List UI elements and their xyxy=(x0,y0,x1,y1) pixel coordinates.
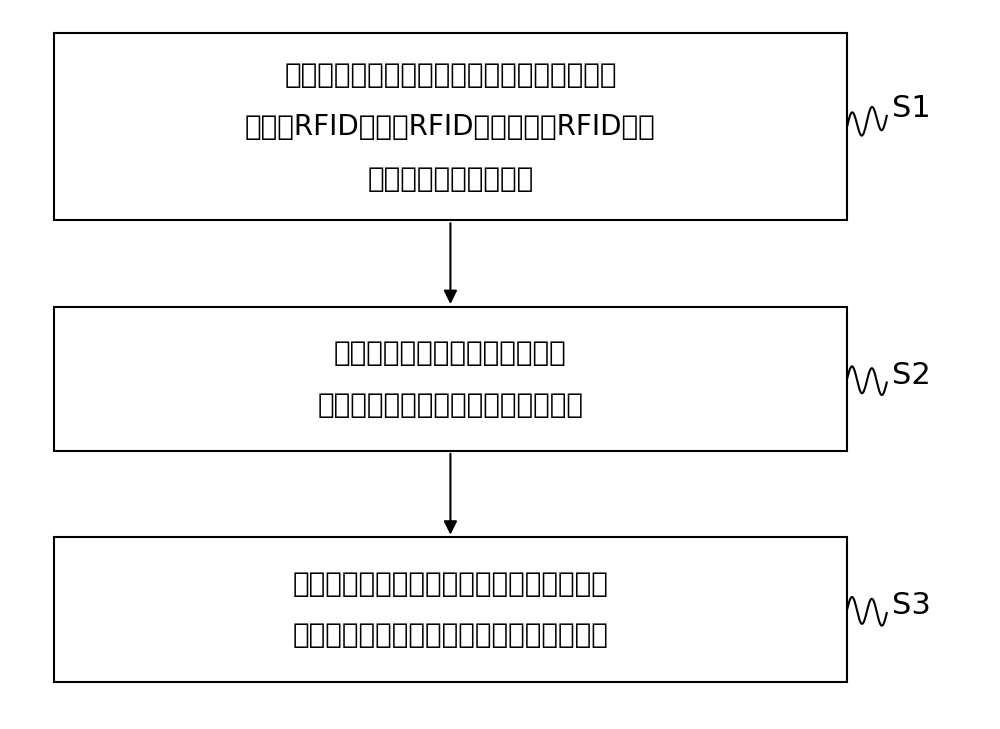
Text: 构建天线层，所述天线层包括设置在基材上的: 构建天线层，所述天线层包括设置在基材上的 xyxy=(284,61,617,89)
Text: 标签层的外侧，以实现所述电子内飞的封装: 标签层的外侧，以实现所述电子内飞的封装 xyxy=(292,621,608,650)
Text: 用于记录商品相关信息: 用于记录商品相关信息 xyxy=(367,165,534,192)
Text: 将两个封装层相对设置在所述天线层和所述: 将两个封装层相对设置在所述天线层和所述 xyxy=(292,569,608,598)
Text: S1: S1 xyxy=(892,94,930,123)
FancyBboxPatch shape xyxy=(54,307,847,451)
Text: 相连的RFID芯片和RFID天线；所述RFID芯片: 相连的RFID芯片和RFID天线；所述RFID芯片 xyxy=(245,113,656,141)
Text: S2: S2 xyxy=(892,361,930,390)
FancyBboxPatch shape xyxy=(54,33,847,220)
Text: S3: S3 xyxy=(892,591,931,620)
Text: 所述标签层用于设置商品的标识信息: 所述标签层用于设置商品的标识信息 xyxy=(317,391,583,419)
FancyBboxPatch shape xyxy=(54,537,847,682)
Text: 将标签层设置在所述天线层上，: 将标签层设置在所述天线层上， xyxy=(334,339,567,367)
